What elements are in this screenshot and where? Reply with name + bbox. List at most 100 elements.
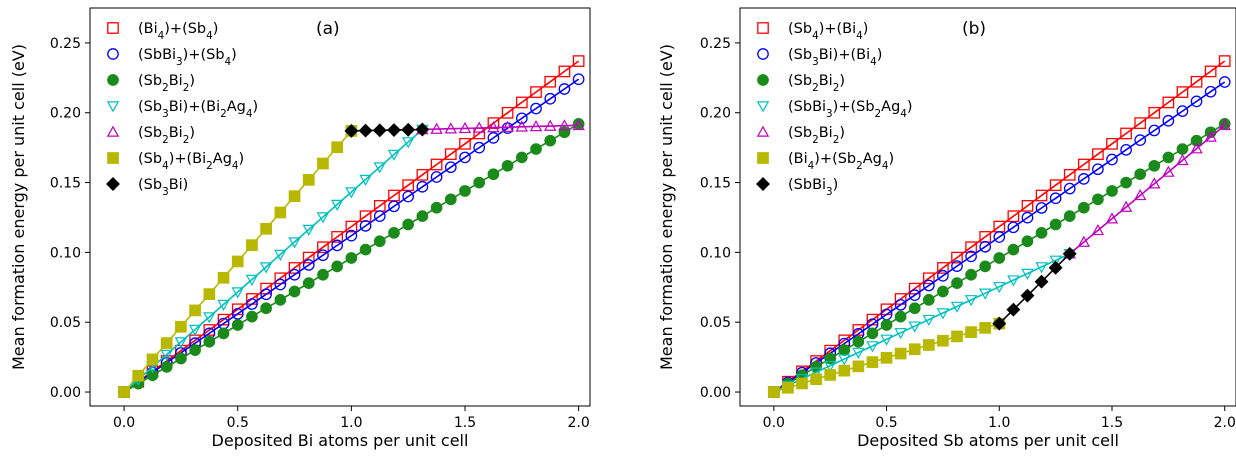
data-point [359,210,372,223]
data-point [894,310,907,323]
data-point [388,200,400,213]
data-point [1092,193,1104,206]
data-point [501,120,514,132]
y-tick-label: 0.15 [50,176,81,192]
data-point [1035,202,1048,214]
data-point [1077,173,1090,185]
data-point [1049,192,1062,205]
data-point [1162,114,1175,127]
data-point [302,224,315,236]
data-point [894,347,907,360]
data-point [979,322,992,334]
data-point [796,377,808,390]
legend-label: (Sb2Bi2) [788,73,845,94]
legend-marker [756,125,770,137]
data-point [993,252,1006,264]
data-point [302,277,315,289]
data-point [558,83,571,95]
data-point [529,120,543,132]
data-point [965,241,977,254]
series-2 [767,76,1231,398]
data-point [810,373,822,386]
data-point [1120,127,1132,140]
data-point [331,231,344,243]
data-point [231,307,244,320]
data-point [1007,210,1020,223]
x-tick-label: 0.5 [227,415,249,431]
data-point [1092,163,1104,176]
data-point [416,210,429,222]
data-point [838,354,851,366]
data-point [866,341,879,353]
x-tick-label: 0.5 [875,415,897,431]
data-point [908,282,921,295]
data-point [1048,260,1063,275]
data-point [217,271,230,284]
data-point [444,122,458,134]
data-point [160,361,173,373]
data-point [402,179,415,192]
data-point [189,304,201,317]
data-point [965,268,977,281]
data-point [473,141,486,154]
data-point [487,121,500,133]
y-tick-label: 0.10 [700,245,731,261]
data-point [146,353,159,366]
x-tick-label: 2.0 [568,415,590,431]
data-point [1134,117,1147,129]
x-axis-label: Deposited Sb atoms per unit cell [857,431,1119,450]
data-point [302,251,315,264]
legend-marker [107,74,119,86]
chart-panel-1: 0.0 0.5 1.0 1.5 2.0 0.00 0.05 0.10 0.15 0.20 0.25 D… [9,7,591,450]
legend-marker [106,177,120,191]
data-point [331,239,344,252]
data-point [1063,210,1076,222]
data-point [979,240,992,253]
data-point [203,312,216,324]
data-point [487,168,500,181]
data-point [866,327,879,340]
legend-label: (Sb2Bi2) [138,73,195,94]
x-tick-label: 1.0 [340,415,362,431]
data-point [978,288,992,300]
x-tick-label: 0.0 [763,415,785,431]
panel-label: (a) [316,19,340,39]
legend-marker [107,22,119,34]
series-7 [344,122,430,138]
data-point [402,218,415,231]
legend-marker [106,101,120,113]
data-point [1218,76,1231,88]
data-point [908,321,921,333]
data-point [246,239,258,251]
data-point [1006,302,1021,317]
data-point [274,206,287,219]
data-point [459,151,471,164]
data-point [416,180,429,193]
data-point [231,287,244,299]
data-point [160,337,173,349]
data-point [1120,143,1132,156]
data-point [880,334,893,346]
data-point [838,364,851,377]
x-tick-label: 2.0 [1214,415,1236,431]
data-point [908,302,921,315]
data-point [444,148,457,161]
data-point [430,122,443,134]
data-point [402,190,415,203]
data-point [288,190,301,203]
data-point [1134,168,1147,181]
data-point [373,235,386,248]
data-point [415,122,430,137]
data-point [866,356,879,368]
data-point [852,347,865,359]
data-point [231,255,244,268]
data-point [1106,153,1118,166]
data-point [1218,118,1231,131]
data-point [146,369,159,382]
legend-marker [757,74,769,86]
data-point [951,330,963,343]
data-point [1176,143,1189,155]
data-point [922,294,935,306]
data-point [317,157,329,170]
data-point [401,137,415,149]
